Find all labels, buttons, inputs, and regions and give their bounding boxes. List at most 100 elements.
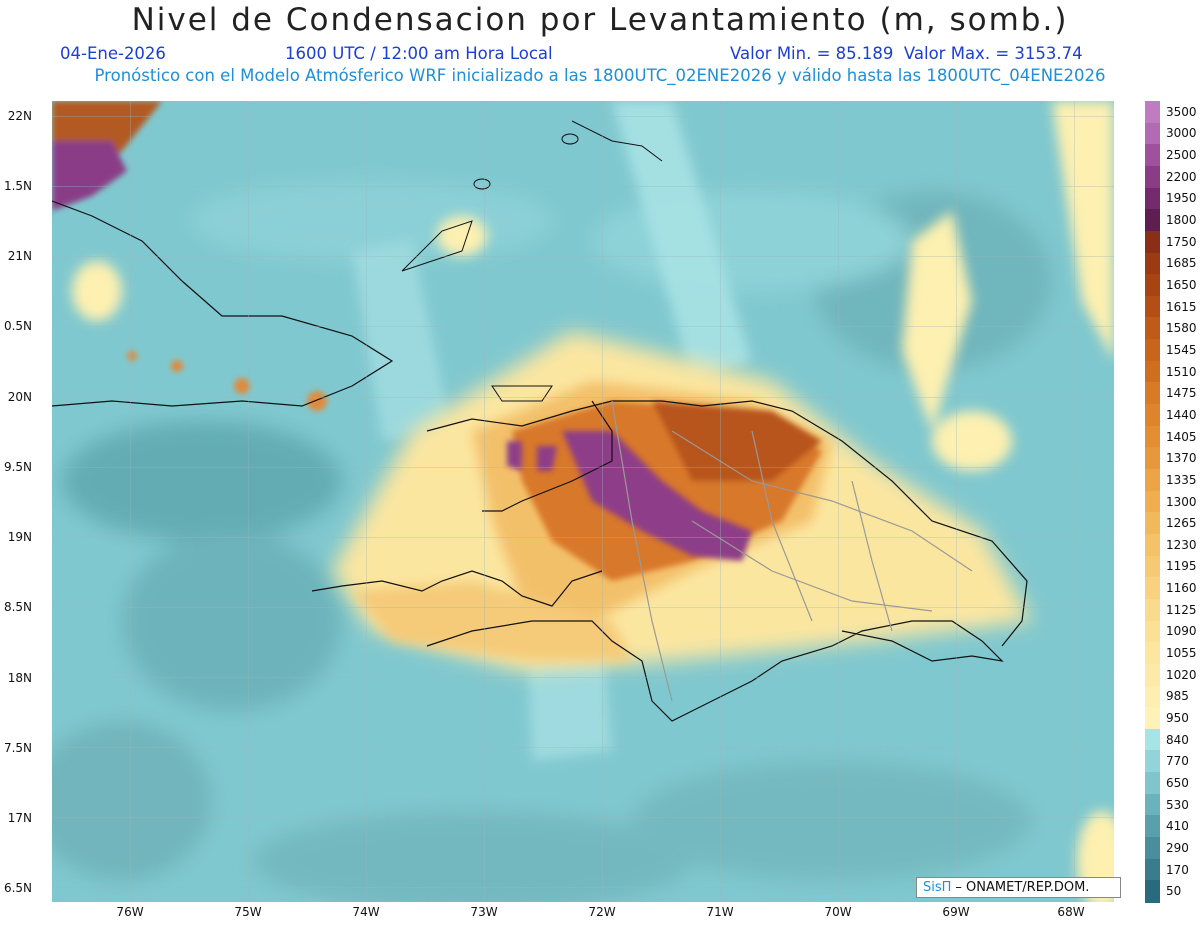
colorbar-swatch <box>1145 533 1160 557</box>
colorbar-swatch <box>1145 469 1160 492</box>
colorbar-swatch <box>1145 101 1160 124</box>
colorbar-label: 3000 <box>1166 126 1197 141</box>
colorbar-label: 410 <box>1166 819 1189 834</box>
lat-label: 7.5N <box>3 741 32 755</box>
lon-label: 76W <box>116 905 144 919</box>
lat-label: 21N <box>7 249 32 263</box>
colorbar-swatch <box>1145 663 1160 687</box>
lon-label: 72W <box>588 905 616 919</box>
colorbar-label: 1090 <box>1166 624 1197 639</box>
colorbar-label: 1475 <box>1166 386 1197 401</box>
lon-label: 68W <box>1057 905 1085 919</box>
colorbar-label: 1055 <box>1166 646 1197 661</box>
colorbar-swatch <box>1145 490 1160 513</box>
colorbar-label: 1950 <box>1166 191 1197 206</box>
lat-label: 8.5N <box>3 600 32 614</box>
colorbar-swatch <box>1145 295 1160 319</box>
colorbar-label: 3500 <box>1166 104 1197 119</box>
colorbar-swatch <box>1145 382 1160 405</box>
colorbar-label: 1370 <box>1166 451 1197 466</box>
map-shading <box>52 101 1114 902</box>
colorbar-label: 530 <box>1166 797 1189 812</box>
colorbar-swatch <box>1145 144 1160 167</box>
colorbar-swatch <box>1145 252 1160 275</box>
lat-label: 22N <box>7 109 32 123</box>
forecast-date: 04-Ene-2026 <box>60 44 166 63</box>
colorbar-label: 1750 <box>1166 234 1197 249</box>
colorbar-swatch <box>1145 360 1160 384</box>
colorbar-label: 1650 <box>1166 278 1197 292</box>
colorbar-label: 1440 <box>1166 407 1197 422</box>
colorbar-swatch <box>1145 274 1160 297</box>
colorbar-swatch <box>1145 728 1160 752</box>
colorbar-label: 950 <box>1166 710 1189 725</box>
colorbar-swatch <box>1145 339 1160 362</box>
colorbar-swatch <box>1145 772 1160 795</box>
colorbar-label: 170 <box>1166 862 1189 877</box>
colorbar-swatch <box>1145 425 1160 448</box>
colorbar-label: 1125 <box>1166 602 1197 617</box>
colorbar-swatch <box>1145 577 1160 600</box>
colorbar-label: 1020 <box>1166 667 1197 682</box>
colorbar-label: 1800 <box>1166 213 1197 228</box>
lon-label: 71W <box>706 905 734 919</box>
forecast-time: 1600 UTC / 12:00 am Hora Local <box>285 44 553 63</box>
lat-label: 9.5N <box>3 460 32 474</box>
lon-label: 75W <box>234 905 262 919</box>
colorbar-swatch <box>1145 620 1160 643</box>
colorbar-label: 1335 <box>1166 472 1197 487</box>
colorbar-swatch <box>1145 122 1160 145</box>
colorbar-swatch <box>1145 187 1160 210</box>
lat-label: 6.5N <box>3 881 32 895</box>
min-max-values: Valor Min. = 85.189 Valor Max. = 3153.74 <box>730 44 1083 63</box>
lat-label: 17N <box>7 811 32 825</box>
colorbar-label: 770 <box>1166 754 1189 769</box>
colorbar-swatch <box>1145 880 1160 903</box>
colorbar-swatch <box>1145 793 1160 816</box>
colorbar-swatch <box>1145 447 1160 470</box>
colorbar-label: 1405 <box>1166 429 1197 444</box>
colorbar-label: 840 <box>1166 732 1189 747</box>
map-title: Nivel de Condensacion por Levantamiento … <box>131 2 1069 38</box>
colorbar-swatch <box>1145 512 1160 535</box>
colorbar-label: 50 <box>1166 884 1182 899</box>
colorbar-swatch <box>1145 230 1160 254</box>
lon-label: 74W <box>352 905 380 919</box>
colorbar-label: 1615 <box>1166 299 1197 314</box>
lcl-map <box>52 101 1114 902</box>
colorbar-swatch <box>1145 165 1160 189</box>
colorbar-label: 1265 <box>1166 516 1197 531</box>
colorbar-swatch <box>1145 642 1160 665</box>
colorbar-label: 2500 <box>1166 148 1197 163</box>
colorbar <box>1145 101 1160 903</box>
colorbar-swatch <box>1145 685 1160 708</box>
lat-label: 19N <box>7 530 32 544</box>
colorbar-swatch <box>1145 555 1160 578</box>
colorbar-label: 1580 <box>1166 321 1197 336</box>
colorbar-swatch <box>1145 815 1160 838</box>
colorbar-label: 1685 <box>1166 256 1197 271</box>
colorbar-label: 1230 <box>1166 537 1197 552</box>
colorbar-swatch <box>1145 598 1160 622</box>
lon-label: 73W <box>470 905 498 919</box>
colorbar-swatch <box>1145 317 1160 340</box>
lat-label: 20N <box>7 390 32 404</box>
colorbar-label: 1195 <box>1166 559 1197 574</box>
colorbar-label: 1160 <box>1166 581 1197 596</box>
lon-label: 69W <box>942 905 970 919</box>
colorbar-label: 1300 <box>1166 494 1197 509</box>
credit-box: SisΠ – ONAMET/REP.DOM. <box>916 877 1121 898</box>
colorbar-swatch <box>1145 209 1160 232</box>
colorbar-label: 2200 <box>1166 169 1197 184</box>
colorbar-label: 650 <box>1166 775 1189 790</box>
credit-text: – ONAMET/REP.DOM. <box>955 880 1090 895</box>
colorbar-swatch <box>1145 750 1160 773</box>
colorbar-label: 985 <box>1166 689 1189 704</box>
colorbar-label: 1510 <box>1166 364 1197 379</box>
colorbar-label: 1545 <box>1166 342 1197 357</box>
colorbar-swatch <box>1145 858 1160 881</box>
colorbar-label: 290 <box>1166 840 1189 855</box>
lon-label: 70W <box>824 905 852 919</box>
lat-label: 1.5N <box>3 179 32 193</box>
colorbar-swatch <box>1145 707 1160 730</box>
